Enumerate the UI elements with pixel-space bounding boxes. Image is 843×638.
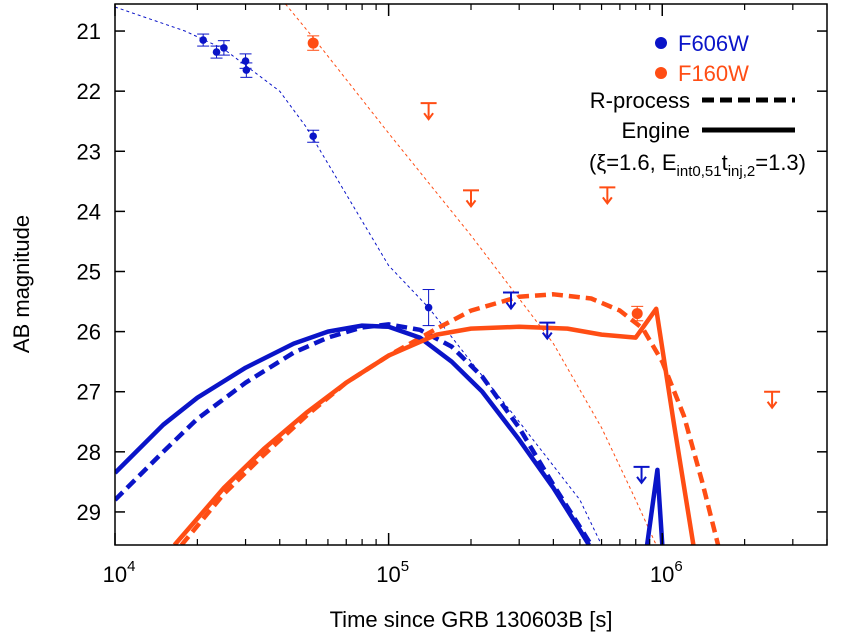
engine-model-curve [172,306,696,545]
f606w-upper-limit-arrow [505,301,517,311]
legend-marker-f160w [655,67,667,79]
model-curves [115,4,721,545]
engine-model-curve [115,323,591,545]
legend-model-params: (ξ=1.6, Eint0,51tinj,2=1.3) [589,150,806,180]
y-tick-label: 24 [77,199,101,224]
afterglow-fit-curve [115,6,603,545]
f160w-upper-limit-arrow [602,196,613,206]
y-axis-title: AB magnitude [9,215,34,353]
x-axis-title: Time since GRB 130603B [s] [330,607,613,632]
data-points [197,33,781,485]
legend-label-engine: Engine [621,118,690,143]
legend-label-f160w: F160W [678,61,749,86]
f606w-point [199,36,207,44]
y-tick-label: 22 [77,79,101,104]
x-tick-label: 106 [650,558,683,587]
f606w-point [241,57,250,65]
f160w-upper-limit-arrow [423,112,434,121]
y-tick-label: 27 [77,380,101,405]
f160w-upper-limit-arrow [766,401,778,410]
y-tick-label: 25 [77,259,101,284]
rprocess-model-curve [179,292,721,545]
f606w-upper-limit-arrow [541,331,553,341]
f606w-point [220,44,228,52]
legend-label-rprocess: R-process [590,88,690,113]
y-tick-label: 28 [77,440,101,465]
f606w-point [424,303,433,312]
f606w-point [309,132,317,141]
y-tick-label: 23 [77,139,101,164]
legend-marker-f606w [655,37,667,49]
f606w-point [242,66,251,74]
f160w-point [631,308,643,320]
afterglow-fit-curve [285,4,657,545]
f606w-upper-limit-arrow [636,476,647,485]
x-tick-label: 104 [103,558,136,587]
legend: F606W F160W R-process Engine (ξ=1.6, Ein… [589,31,806,180]
f606w-point [212,48,221,56]
engine-model-curve [644,467,665,545]
rprocess-model-curve [115,322,594,545]
axis-ticks: 21 22 23 24 25 26 27 28 29 104 105 106 [77,4,828,587]
f160w-upper-limit-arrow [465,199,477,209]
x-tick-label: 105 [376,558,409,587]
y-tick-label: 26 [77,320,101,345]
f160w-point [307,37,319,49]
y-tick-label: 29 [77,500,101,525]
legend-label-f606w: F606W [678,31,749,56]
y-tick-label: 21 [77,19,101,44]
